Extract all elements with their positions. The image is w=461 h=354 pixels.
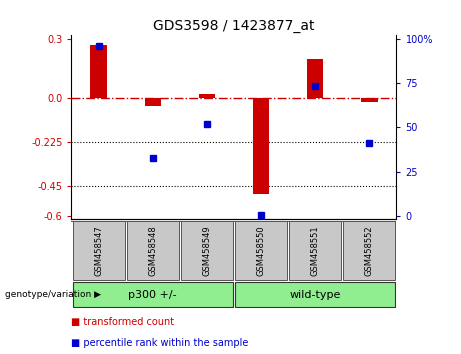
Bar xyxy=(145,98,161,106)
FancyBboxPatch shape xyxy=(72,221,124,280)
Text: genotype/variation ▶: genotype/variation ▶ xyxy=(5,290,100,299)
Bar xyxy=(199,94,215,98)
Text: ■ percentile rank within the sample: ■ percentile rank within the sample xyxy=(71,338,249,348)
FancyBboxPatch shape xyxy=(72,282,233,307)
FancyBboxPatch shape xyxy=(181,221,233,280)
Text: wild-type: wild-type xyxy=(290,290,341,300)
Text: ■ transformed count: ■ transformed count xyxy=(71,317,175,327)
Text: GSM458552: GSM458552 xyxy=(365,225,374,276)
Bar xyxy=(253,98,269,194)
Text: GSM458551: GSM458551 xyxy=(311,225,320,276)
Text: GSM458550: GSM458550 xyxy=(256,225,266,276)
Text: GSM458547: GSM458547 xyxy=(94,225,103,276)
Text: p300 +/-: p300 +/- xyxy=(129,290,177,300)
FancyBboxPatch shape xyxy=(235,221,287,280)
FancyBboxPatch shape xyxy=(235,282,396,307)
Bar xyxy=(361,98,378,102)
FancyBboxPatch shape xyxy=(127,221,179,280)
Bar xyxy=(90,45,106,98)
FancyBboxPatch shape xyxy=(343,221,396,280)
Bar xyxy=(307,59,323,98)
FancyBboxPatch shape xyxy=(289,221,341,280)
Title: GDS3598 / 1423877_at: GDS3598 / 1423877_at xyxy=(153,19,315,33)
Text: GSM458548: GSM458548 xyxy=(148,225,157,276)
Text: GSM458549: GSM458549 xyxy=(202,225,212,276)
